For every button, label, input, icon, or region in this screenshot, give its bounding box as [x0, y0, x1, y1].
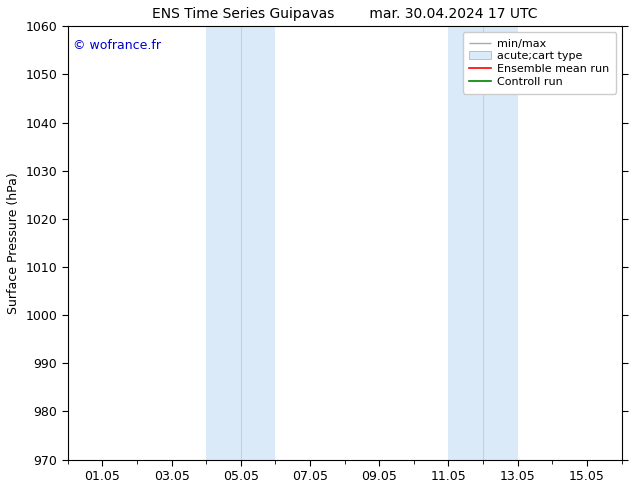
Y-axis label: Surface Pressure (hPa): Surface Pressure (hPa)	[7, 172, 20, 314]
Text: © wofrance.fr: © wofrance.fr	[74, 39, 161, 52]
Title: ENS Time Series Guipavas        mar. 30.04.2024 17 UTC: ENS Time Series Guipavas mar. 30.04.2024…	[152, 7, 538, 21]
Bar	[448, 26, 518, 460]
Bar	[206, 26, 275, 460]
Legend: min/max, acute;cart type, Ensemble mean run, Controll run: min/max, acute;cart type, Ensemble mean …	[463, 32, 616, 94]
